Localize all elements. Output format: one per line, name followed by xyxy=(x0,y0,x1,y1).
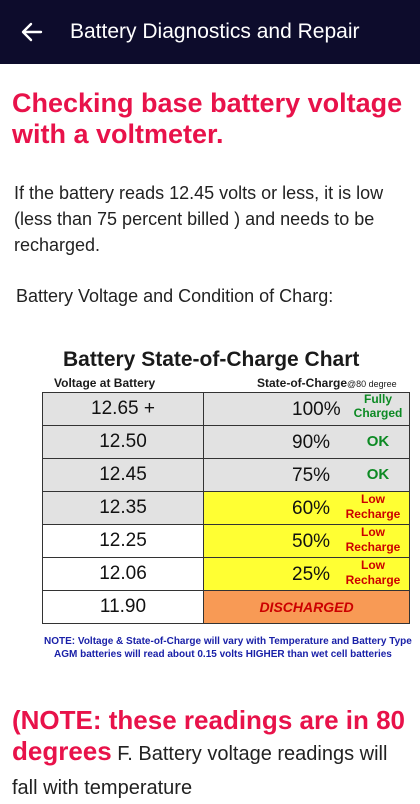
chart-title: Battery State-of-Charge Chart xyxy=(63,348,360,371)
app-bar: Battery Diagnostics and Repair xyxy=(0,0,420,64)
status-label: OK xyxy=(366,433,390,450)
voltage-cell: 12.25 xyxy=(42,524,204,558)
voltage-cell: 12.65 + xyxy=(42,392,204,426)
temperature-note-text: F. Battery voltage readings will fall wi… xyxy=(12,743,388,799)
status-label: Low Recharge xyxy=(345,525,401,554)
temperature-note-highlight: (NOTE: these readings are in 80 degrees xyxy=(12,705,406,766)
table-row: 11.90 DISCHARGED xyxy=(42,590,410,624)
status-label: Fully Charged xyxy=(353,392,403,420)
charge-percent: 50% xyxy=(292,531,331,552)
voltage-cell: 12.50 xyxy=(42,425,204,459)
column-header-voltage: Voltage at Battery xyxy=(54,376,156,390)
charge-percent: 25% xyxy=(292,564,331,585)
intro-paragraph: If the battery reads 12.45 volts or less… xyxy=(14,183,384,255)
arrow-left-icon xyxy=(21,22,43,42)
charge-percent: 75% xyxy=(292,465,331,486)
app-title: Battery Diagnostics and Repair xyxy=(70,20,360,43)
status-label: Low Recharge xyxy=(345,558,401,587)
state-of-charge-table: 12.65 + 100% Fully Charged 12.50 90% OK 12… xyxy=(42,392,410,624)
table-row: 12.35 60% Low Recharge xyxy=(42,491,410,525)
table-row: 12.25 50% Low Recharge xyxy=(42,524,410,558)
column-header-charge: State-of-Charge@80 degree xyxy=(257,376,397,390)
table-row: 12.06 25% Low Recharge xyxy=(42,557,410,591)
back-button[interactable] xyxy=(0,0,64,64)
chart-caption: Battery Voltage and Condition of Charg: xyxy=(16,286,334,306)
voltage-cell: 12.45 xyxy=(42,458,204,492)
charge-cell: 90% OK xyxy=(203,425,410,459)
charge-cell: 50% Low Recharge xyxy=(203,524,410,558)
status-label: OK xyxy=(366,466,390,483)
table-row: 12.50 90% OK xyxy=(42,425,410,459)
section-heading: Checking base battery voltage with a vol… xyxy=(12,88,403,149)
voltage-cell: 12.35 xyxy=(42,491,204,525)
temperature-note: (NOTE: these readings are in 80 degrees … xyxy=(12,705,412,804)
charge-cell: 75% OK xyxy=(203,458,410,492)
column-header-charge-note: @80 degree xyxy=(347,379,397,389)
column-header-charge-label: State-of-Charge xyxy=(257,376,348,390)
voltage-cell: 12.06 xyxy=(42,557,204,591)
voltage-cell: 11.90 xyxy=(42,590,204,624)
chart-note: AGM batteries will read about 0.15 volts… xyxy=(54,649,392,660)
table-row: 12.65 + 100% Fully Charged xyxy=(42,392,410,426)
status-label: Low Recharge xyxy=(345,492,401,521)
charge-cell: 100% Fully Charged xyxy=(203,392,410,426)
charge-percent: 60% xyxy=(292,498,331,519)
table-row: 12.45 75% OK xyxy=(42,458,410,492)
discharged-label: DISCHARGED xyxy=(259,599,354,615)
charge-cell: DISCHARGED xyxy=(203,590,410,624)
charge-cell: 60% Low Recharge xyxy=(203,491,410,525)
chart-note: NOTE: Voltage & State-of-Charge will var… xyxy=(44,636,412,647)
charge-percent: 90% xyxy=(292,432,331,453)
charge-cell: 25% Low Recharge xyxy=(203,557,410,591)
charge-percent: 100% xyxy=(292,399,341,420)
